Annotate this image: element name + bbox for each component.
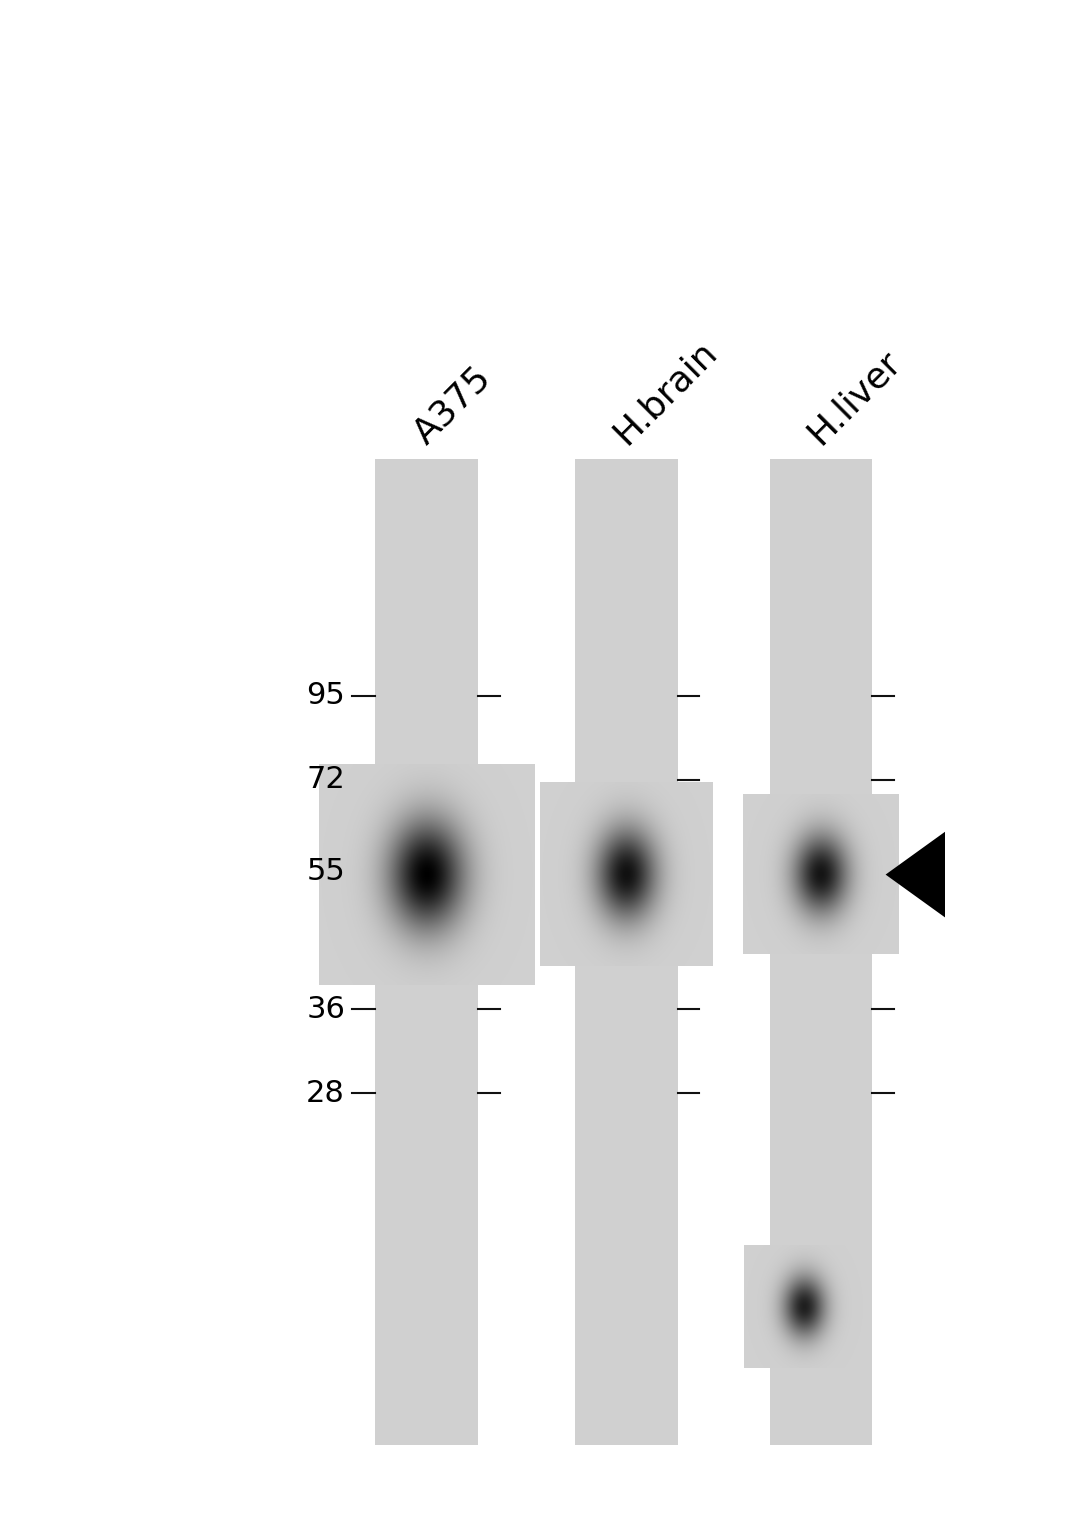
Text: H.liver: H.liver — [801, 344, 907, 451]
Polygon shape — [886, 832, 945, 917]
Text: 95: 95 — [307, 682, 346, 709]
Text: 28: 28 — [307, 1079, 346, 1107]
Bar — [769, 459, 873, 1445]
Text: A375: A375 — [407, 361, 497, 451]
Text: H.brain: H.brain — [607, 335, 724, 451]
Bar — [376, 459, 477, 1445]
Bar — [576, 459, 678, 1445]
Text: 55: 55 — [307, 858, 346, 885]
Text: 36: 36 — [307, 995, 346, 1023]
Text: 72: 72 — [307, 766, 346, 794]
